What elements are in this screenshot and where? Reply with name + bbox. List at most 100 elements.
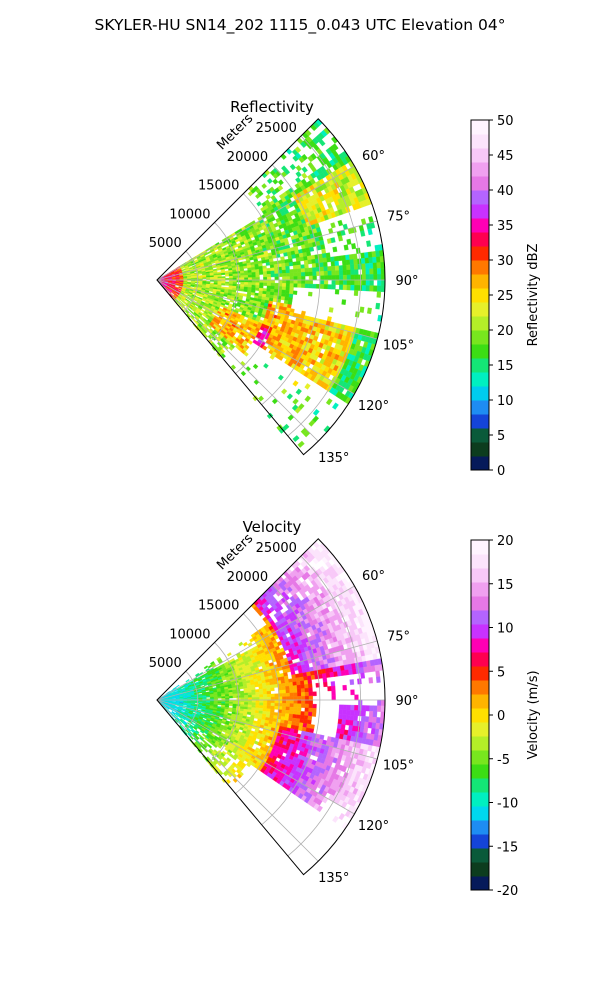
radar-cell bbox=[328, 307, 334, 313]
radar-cell bbox=[337, 255, 343, 262]
radar-cell bbox=[273, 267, 279, 271]
radar-cell bbox=[277, 374, 284, 381]
radar-cell bbox=[288, 678, 293, 683]
radar-cell bbox=[330, 261, 336, 267]
radar-cell bbox=[266, 687, 271, 692]
radar-cell bbox=[345, 714, 351, 721]
radar-cell bbox=[289, 269, 294, 274]
radar-cell bbox=[259, 691, 264, 695]
radar-cell bbox=[289, 710, 294, 715]
radar-cell bbox=[255, 287, 260, 291]
radar-cell bbox=[285, 689, 290, 694]
radar-cell bbox=[280, 153, 287, 160]
radar-cell bbox=[262, 271, 268, 275]
radar-cell bbox=[307, 679, 313, 685]
radar-cell bbox=[239, 686, 244, 690]
radar-cell bbox=[251, 694, 256, 698]
radar-cell bbox=[327, 270, 332, 276]
radar-cell bbox=[304, 687, 309, 693]
radar-cell bbox=[308, 267, 313, 273]
radar-cell bbox=[217, 276, 222, 279]
radar-cell bbox=[270, 699, 275, 704]
radar-cell bbox=[323, 266, 328, 272]
radar-field-reflectivity bbox=[156, 118, 386, 448]
radar-cell bbox=[346, 279, 351, 286]
radar-cell bbox=[266, 705, 272, 710]
radar-cell bbox=[266, 693, 272, 698]
radar-cell bbox=[296, 264, 302, 270]
azimuth-tick-label: 60° bbox=[362, 149, 385, 164]
radar-cell bbox=[286, 696, 291, 701]
colorbar-swatch bbox=[471, 246, 489, 261]
radar-cell bbox=[240, 272, 245, 276]
radar-cell bbox=[367, 228, 373, 236]
radar-cell bbox=[312, 703, 317, 709]
radar-cell bbox=[361, 274, 367, 281]
radar-cell bbox=[354, 279, 359, 286]
radar-cell bbox=[289, 286, 294, 291]
radar-cell bbox=[286, 279, 291, 284]
radar-cell bbox=[323, 284, 329, 290]
radar-cell bbox=[297, 703, 302, 708]
radar-cell bbox=[295, 677, 301, 682]
radar-cell bbox=[271, 398, 279, 405]
radar-cell bbox=[304, 271, 310, 277]
radar-cell bbox=[285, 289, 290, 295]
radar-cell bbox=[301, 279, 306, 285]
radar-cell bbox=[280, 259, 286, 264]
radar-cell bbox=[255, 699, 260, 703]
radar-cell bbox=[320, 284, 325, 289]
radar-cell bbox=[304, 263, 309, 269]
radar-cell bbox=[255, 274, 260, 278]
radar-cell bbox=[306, 675, 312, 681]
radar-cell bbox=[312, 691, 317, 697]
radar-cell bbox=[246, 711, 252, 716]
colorbar-swatch bbox=[471, 120, 489, 135]
radial-tick-label: 5000 bbox=[149, 236, 182, 251]
radar-cell bbox=[267, 279, 272, 284]
radar-cell bbox=[299, 680, 305, 686]
radar-cell bbox=[350, 269, 355, 276]
radar-cell bbox=[263, 696, 268, 701]
radar-cell bbox=[320, 279, 325, 285]
radar-cell bbox=[259, 279, 264, 283]
radar-cell bbox=[365, 279, 370, 286]
radial-axis-label: Meters bbox=[214, 111, 256, 153]
radar-cell bbox=[326, 257, 332, 263]
radar-cell bbox=[338, 709, 344, 715]
radar-cell bbox=[327, 284, 332, 290]
colorbar-tick-label: 0 bbox=[497, 464, 505, 479]
radar-cell bbox=[292, 380, 299, 387]
radar-cell bbox=[323, 261, 328, 268]
radar-cell bbox=[320, 244, 326, 250]
radar-cell bbox=[338, 704, 344, 710]
radar-cell bbox=[297, 283, 302, 288]
radar-cell bbox=[376, 285, 382, 292]
radar-cell bbox=[300, 264, 305, 269]
radar-cell bbox=[263, 276, 268, 281]
radar-cell bbox=[203, 333, 209, 339]
radar-cell bbox=[331, 265, 336, 272]
radar-cell bbox=[361, 263, 366, 270]
radar-cell bbox=[342, 269, 348, 276]
radar-cell bbox=[296, 684, 302, 690]
radar-cell bbox=[285, 148, 293, 155]
radar-cell bbox=[308, 695, 313, 701]
radar-cell bbox=[380, 273, 386, 281]
radar-cell bbox=[244, 275, 249, 278]
radar-cell bbox=[270, 279, 275, 284]
radar-cell bbox=[297, 707, 302, 712]
radar-cell bbox=[255, 702, 260, 706]
radar-cell bbox=[310, 254, 316, 260]
radar-cell bbox=[369, 268, 374, 275]
radar-cell bbox=[259, 697, 264, 701]
radar-cell bbox=[274, 693, 279, 698]
radar-cell bbox=[332, 402, 339, 410]
radar-cell bbox=[335, 275, 340, 281]
radar-cell bbox=[263, 279, 268, 284]
radar-cell bbox=[318, 258, 324, 264]
radar-cell bbox=[281, 289, 286, 294]
radar-cell bbox=[265, 194, 271, 200]
radar-cell bbox=[232, 693, 237, 697]
radar-cell bbox=[353, 290, 359, 296]
